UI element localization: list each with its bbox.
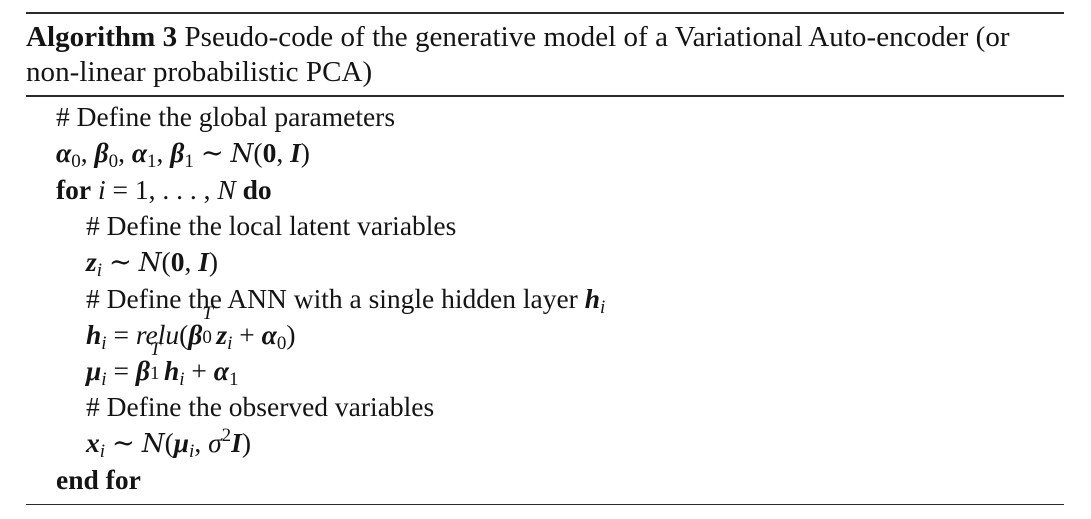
comment-global-parameters: # Define the global parameters <box>56 100 396 132</box>
caption-text: Pseudo-code of the generative model of a… <box>26 21 1010 88</box>
comment-ann-text: # Define the ANN with a single hidden la… <box>86 282 585 314</box>
for-keyword: for <box>56 173 92 205</box>
top-rule <box>26 12 1064 14</box>
algorithm-caption: Algorithm 3 Pseudo-code of the generativ… <box>26 20 1064 90</box>
algorithm-body: # Define the global parameters α0, β0, α… <box>26 99 1064 498</box>
for-loop-header: for i = 1, . . . , N do <box>56 173 272 205</box>
caption-rule <box>26 95 1064 97</box>
comment-ann: # Define the ANN with a single hidden la… <box>56 281 1064 317</box>
do-keyword: do <box>242 173 272 205</box>
hidden-layer-subscript: i <box>600 296 606 318</box>
hidden-layer-symbol: h <box>584 282 600 314</box>
mean-equation: μi = β T 1 hi + α1 <box>86 338 239 390</box>
algorithm-block: Algorithm 3 Pseudo-code of the generativ… <box>26 12 1064 505</box>
observed-variable-likelihood: xi ∼ N(μi, σ2I) <box>86 424 252 462</box>
end-for-keyword: end for <box>56 463 141 495</box>
caption-label: Algorithm 3 <box>26 21 178 53</box>
comment-local-latent: # Define the local latent variables <box>86 209 457 241</box>
global-parameters-prior: α0, β0, α1, β1 ∼ N(0, I) <box>56 136 310 172</box>
latent-variable-prior: zi ∼ N(0, I) <box>86 245 219 281</box>
comment-observed: # Define the observed variables <box>86 390 435 422</box>
bottom-rule <box>26 503 1064 505</box>
hidden-layer-equation: hi = relu(β T 0 zi + α0) <box>86 302 296 354</box>
